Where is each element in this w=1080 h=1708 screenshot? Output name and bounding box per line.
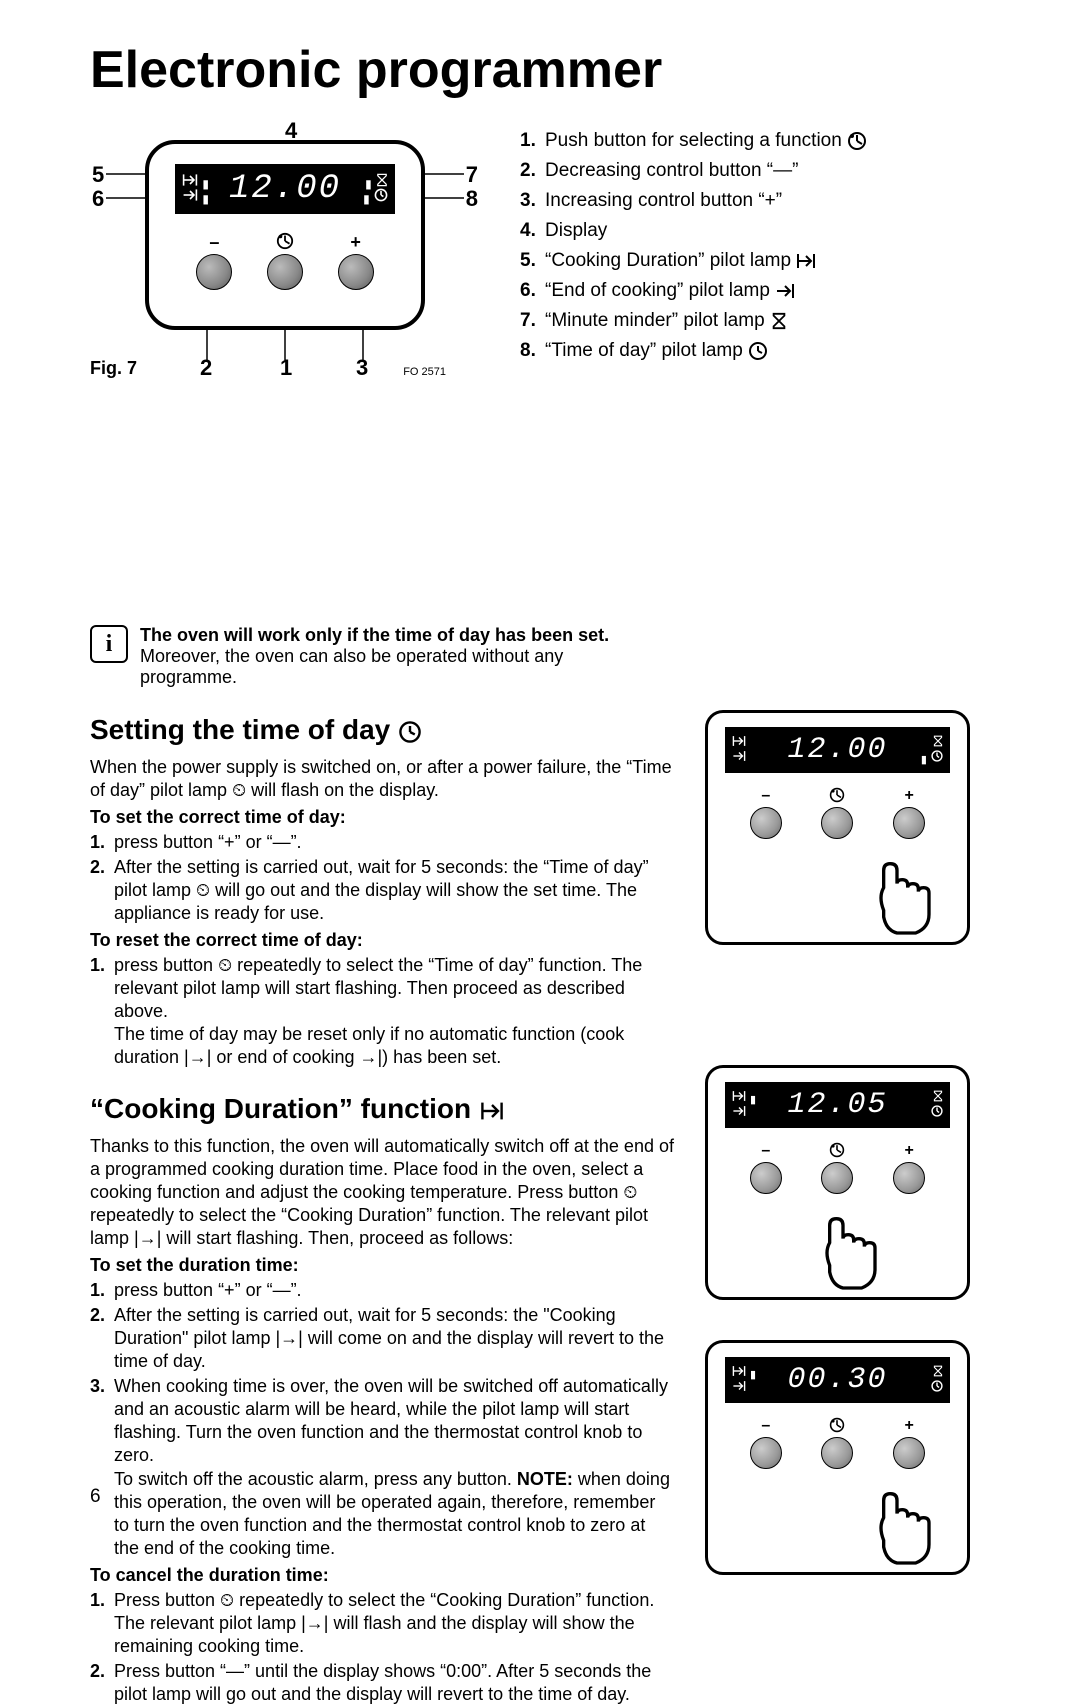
section2-sub2: To cancel the duration time: bbox=[90, 1564, 675, 1587]
lamp-time-of-day-icon bbox=[930, 1379, 944, 1396]
page-number: 6 bbox=[90, 1486, 101, 1508]
lamp-end-cooking-icon bbox=[731, 1379, 747, 1396]
info-icon: i bbox=[90, 625, 128, 663]
plus-button[interactable] bbox=[893, 807, 925, 839]
callout-1: 1 bbox=[280, 355, 292, 381]
legend-6: 6.“End of cooking” pilot lamp bbox=[520, 280, 990, 302]
minus-symbol: – bbox=[196, 232, 232, 252]
minus-button[interactable] bbox=[750, 807, 782, 839]
end-cooking-icon bbox=[775, 281, 795, 301]
text-column: Setting the time of day When the power s… bbox=[90, 706, 675, 1708]
lamp-time-of-day-icon: ▮ bbox=[921, 749, 944, 766]
lamp-end-cooking-icon: ▮ bbox=[181, 187, 209, 206]
hand-icon bbox=[803, 1202, 883, 1302]
minus-button[interactable] bbox=[196, 254, 232, 290]
plus-symbol: + bbox=[338, 232, 374, 252]
function-icon bbox=[829, 1417, 845, 1433]
top-row: 4 5 6 7 8 ▮ ▮ 12.00 ▮ ▮ – bbox=[90, 120, 990, 600]
panel2-time: 12.05 bbox=[787, 1088, 887, 1122]
function-button[interactable] bbox=[267, 254, 303, 290]
panel1-buttons: – + bbox=[708, 787, 967, 839]
cook-duration-icon bbox=[796, 251, 816, 271]
callout-2: 2 bbox=[200, 355, 212, 381]
legend-3: 3.Increasing control button “+” bbox=[520, 190, 990, 212]
section2-steps1: 1.press button “+” or “—”. 2.After the s… bbox=[90, 1279, 675, 1559]
panel1-time: 12.00 bbox=[787, 733, 887, 767]
function-icon bbox=[829, 787, 845, 803]
legend-5: 5.“Cooking Duration” pilot lamp bbox=[520, 250, 990, 272]
fig7-display: ▮ ▮ 12.00 ▮ ▮ bbox=[175, 164, 395, 214]
hand-icon bbox=[857, 1477, 937, 1577]
plus-button[interactable] bbox=[893, 1162, 925, 1194]
clock-icon bbox=[398, 720, 422, 744]
section1-steps1: 1.press button “+” or “—”. 2.After the s… bbox=[90, 831, 675, 925]
panel1-display: 12.00 ▮ bbox=[725, 727, 950, 773]
hand-icon bbox=[857, 847, 937, 947]
callout-3: 3 bbox=[356, 355, 368, 381]
panel3-buttons: – + bbox=[708, 1417, 967, 1469]
fig7-panel: ▮ ▮ 12.00 ▮ ▮ – + bbox=[145, 140, 425, 330]
image-column: 12.00 ▮ – + ▮ 12.05 – + bbox=[705, 706, 990, 1708]
panel2-display: ▮ 12.05 bbox=[725, 1082, 950, 1128]
minus-button[interactable] bbox=[750, 1437, 782, 1469]
lamp-end-cooking-icon bbox=[731, 1104, 747, 1121]
legend-column: 1.Push button for selecting a function 2… bbox=[520, 120, 990, 600]
clock-icon bbox=[748, 341, 768, 361]
legend-1: 1.Push button for selecting a function bbox=[520, 130, 990, 152]
lamp-end-cooking-icon bbox=[731, 749, 747, 766]
fig7-time: 12.00 bbox=[229, 170, 341, 208]
callout-6: 6 bbox=[92, 186, 104, 212]
section1-sub1: To set the correct time of day: bbox=[90, 806, 675, 829]
figure-code: FO 2571 bbox=[403, 366, 446, 378]
panel3-display: ▮ 00.30 bbox=[725, 1357, 950, 1403]
lamp-time-of-day-icon: ▮ bbox=[363, 187, 389, 206]
page-title: Electronic programmer bbox=[90, 40, 990, 100]
plus-button[interactable] bbox=[338, 254, 374, 290]
hourglass-icon bbox=[770, 311, 788, 331]
info-text: The oven will work only if the time of d… bbox=[140, 625, 660, 688]
section1-heading: Setting the time of day bbox=[90, 712, 675, 748]
figure-label: Fig. 7 bbox=[90, 358, 137, 379]
section2-sub1: To set the duration time: bbox=[90, 1254, 675, 1277]
fig7-buttons: – + bbox=[149, 232, 421, 290]
callout-7: 7 bbox=[466, 162, 478, 188]
plus-button[interactable] bbox=[893, 1437, 925, 1469]
cook-duration-icon bbox=[479, 1099, 505, 1123]
section1-steps2: 1.press button ⏲ repeatedly to select th… bbox=[90, 954, 675, 1069]
panel3-time: 00.30 bbox=[787, 1363, 887, 1397]
callout-5: 5 bbox=[92, 162, 104, 188]
panel-2: ▮ 12.05 – + bbox=[705, 1065, 970, 1300]
figure-column: 4 5 6 7 8 ▮ ▮ 12.00 ▮ ▮ – bbox=[90, 120, 480, 600]
section2-intro: Thanks to this function, the oven will a… bbox=[90, 1135, 675, 1250]
info-note: i The oven will work only if the time of… bbox=[90, 625, 990, 688]
legend-7: 7.“Minute minder” pilot lamp bbox=[520, 310, 990, 332]
legend-2: 2.Decreasing control button “—” bbox=[520, 160, 990, 182]
function-button[interactable] bbox=[821, 807, 853, 839]
section1-sub2: To reset the correct time of day: bbox=[90, 929, 675, 952]
panel-1: 12.00 ▮ – + bbox=[705, 710, 970, 945]
func-symbol bbox=[267, 232, 303, 252]
function-button[interactable] bbox=[821, 1437, 853, 1469]
legend-8: 8.“Time of day” pilot lamp bbox=[520, 340, 990, 362]
lamp-time-of-day-icon bbox=[930, 1104, 944, 1121]
section2-heading: “Cooking Duration” function bbox=[90, 1091, 675, 1127]
minus-button[interactable] bbox=[750, 1162, 782, 1194]
function-icon bbox=[847, 131, 867, 151]
function-button[interactable] bbox=[821, 1162, 853, 1194]
section1-intro: When the power supply is switched on, or… bbox=[90, 756, 675, 802]
panel2-buttons: – + bbox=[708, 1142, 967, 1194]
callout-8: 8 bbox=[466, 186, 478, 212]
function-icon bbox=[829, 1142, 845, 1158]
panel-3: ▮ 00.30 – + bbox=[705, 1340, 970, 1575]
main-content: Setting the time of day When the power s… bbox=[90, 706, 990, 1708]
legend-4: 4.Display bbox=[520, 220, 990, 242]
section2-steps2: 1.Press button ⏲ repeatedly to select th… bbox=[90, 1589, 675, 1706]
